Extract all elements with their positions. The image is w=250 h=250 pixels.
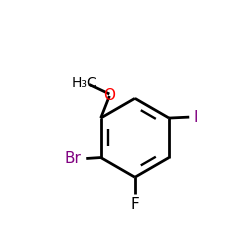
Text: Br: Br	[64, 151, 82, 166]
Text: I: I	[193, 110, 198, 124]
Text: H₃C: H₃C	[72, 76, 97, 90]
Text: F: F	[130, 196, 139, 212]
Text: O: O	[103, 88, 115, 104]
